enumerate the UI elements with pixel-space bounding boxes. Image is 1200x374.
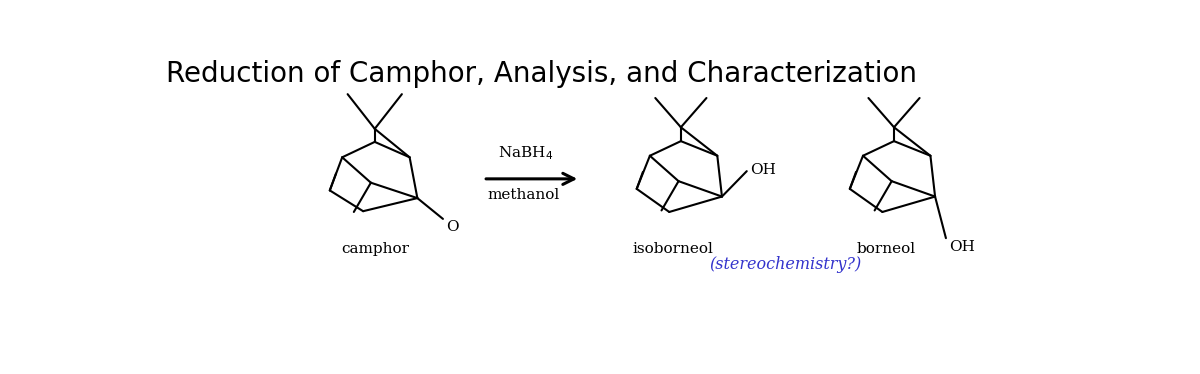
Text: (stereochemistry?): (stereochemistry?) — [709, 256, 862, 273]
Text: Reduction of Camphor, Analysis, and Characterization: Reduction of Camphor, Analysis, and Char… — [166, 59, 917, 88]
Text: camphor: camphor — [341, 242, 409, 256]
Text: OH: OH — [949, 240, 974, 254]
Text: isoborneol: isoborneol — [632, 242, 714, 256]
Text: OH: OH — [750, 163, 775, 177]
Text: O: O — [446, 220, 458, 234]
Text: methanol: methanol — [487, 188, 559, 202]
Text: borneol: borneol — [857, 242, 916, 256]
Text: NaBH$_4$: NaBH$_4$ — [498, 144, 553, 162]
